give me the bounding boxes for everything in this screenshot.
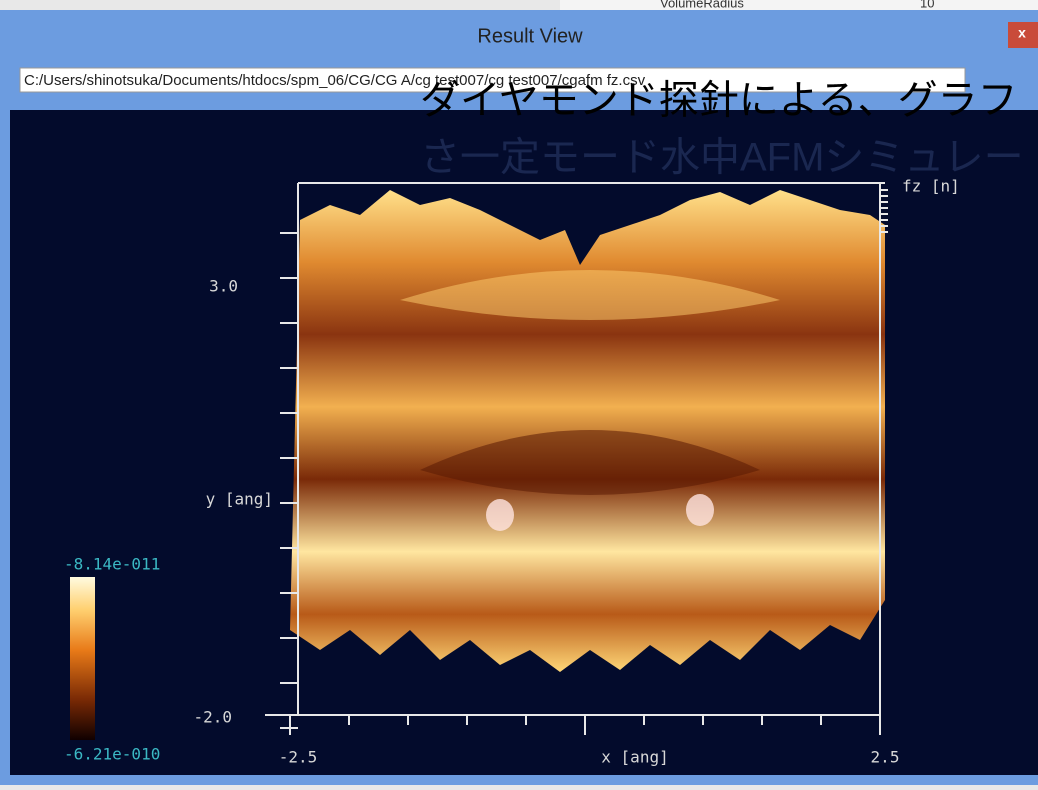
x-left-label: -2.5 bbox=[279, 748, 318, 767]
overlay-line: さ一定モード水中AFMシミュレー bbox=[420, 136, 1024, 180]
path-text: C:/Users/shinotsuka/Documents/htdocs/spm… bbox=[24, 72, 646, 89]
bg-value: 10 bbox=[920, 0, 934, 10]
x-right-label: 2.5 bbox=[871, 748, 900, 767]
colorbar bbox=[70, 577, 95, 740]
surface-highlight bbox=[686, 494, 714, 526]
x-axis-label: x [ang] bbox=[601, 748, 668, 767]
z-axis-label: fz [n] bbox=[902, 177, 960, 196]
window-title: Result View bbox=[477, 25, 583, 47]
y-top-label: 3.0 bbox=[209, 277, 238, 296]
bg-label: VolumeRadius bbox=[660, 0, 744, 10]
colorbar-max: -8.14e-011 bbox=[64, 555, 160, 574]
ticks bbox=[280, 189, 888, 735]
background-window bbox=[560, 0, 1038, 10]
path-field[interactable] bbox=[19, 67, 966, 93]
overlay-line: ダイヤモンド探針による、グラフ bbox=[420, 79, 1018, 123]
surface-valley bbox=[420, 430, 760, 495]
y-axis-label: y [ang] bbox=[206, 490, 273, 509]
y-bottom-label: -2.0 bbox=[193, 708, 232, 727]
close-button[interactable] bbox=[1008, 22, 1038, 48]
close-icon[interactable]: x bbox=[1018, 25, 1026, 41]
surface-highlight bbox=[486, 499, 514, 531]
surface-ridge bbox=[400, 270, 780, 320]
colorbar-min: -6.21e-010 bbox=[64, 745, 160, 764]
